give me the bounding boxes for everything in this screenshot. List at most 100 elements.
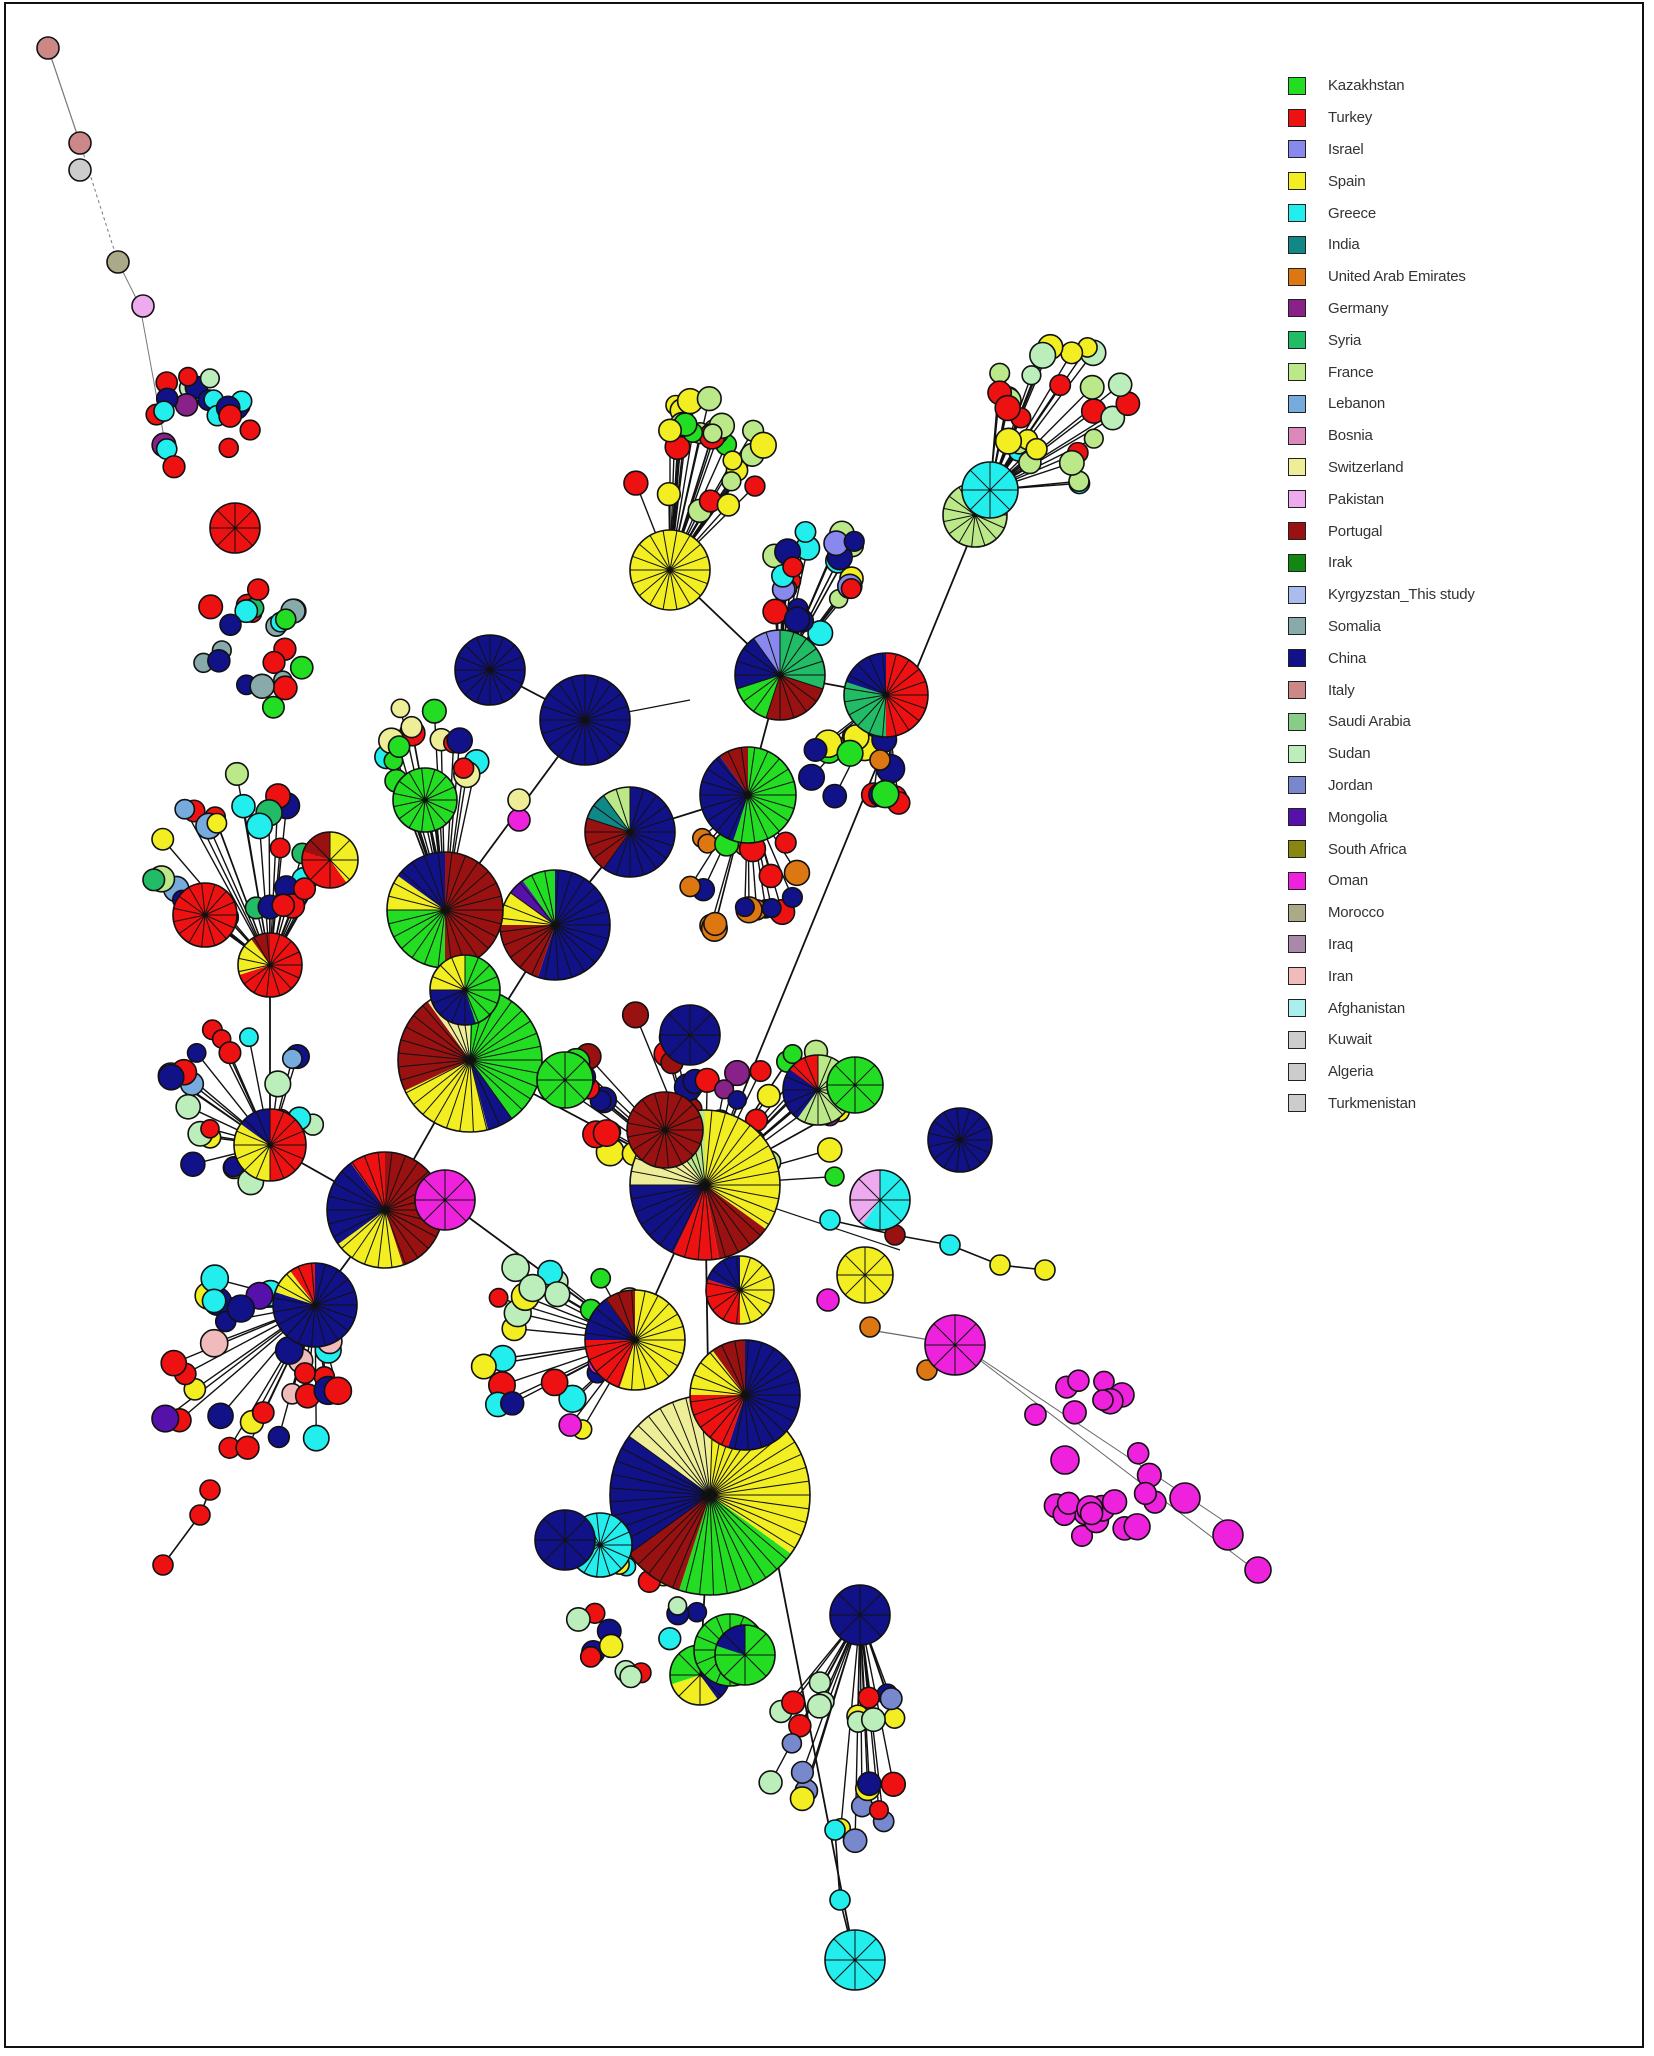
node-slice [705, 1110, 780, 1230]
haplotype-node [264, 1070, 292, 1098]
node-slice [809, 1672, 831, 1694]
legend-item: Spain [1288, 165, 1618, 197]
legend-swatch [1288, 649, 1306, 668]
node-slice [282, 1049, 302, 1069]
legend-swatch [1288, 776, 1306, 795]
node-slice [585, 818, 630, 869]
node-slice [1137, 1463, 1162, 1488]
node-slice [175, 393, 198, 416]
haplotype-node [598, 1633, 624, 1659]
haplotype-node [1169, 1482, 1201, 1514]
node-slice [680, 876, 701, 897]
legend-item: Pakistan [1288, 483, 1618, 515]
legend-item: China [1288, 642, 1618, 674]
haplotype-node [1212, 1519, 1244, 1551]
legend-item: Germany [1288, 293, 1618, 325]
node-slice [658, 1627, 681, 1650]
legend-label: Kazakhstan [1328, 77, 1405, 95]
haplotype-node [592, 1119, 621, 1148]
haplotype-node [808, 1671, 832, 1694]
node-slice [707, 1256, 740, 1290]
haplotype-node [246, 812, 273, 840]
haplotype-node [262, 650, 286, 675]
node-slice [870, 750, 890, 770]
haplotype-node [703, 911, 728, 937]
haplotype-node [584, 786, 676, 878]
haplotype-node [226, 1294, 256, 1323]
haplotype-node [281, 1048, 303, 1070]
legend-label: Portugal [1328, 522, 1383, 540]
legend-label: Iran [1328, 967, 1354, 985]
haplotype-node [540, 1368, 569, 1397]
haplotype-node [961, 461, 1019, 519]
haplotype-node [302, 1424, 330, 1452]
node-slice [190, 1505, 210, 1525]
legend-item: Kuwait [1288, 1024, 1618, 1056]
haplotype-node [251, 1401, 275, 1424]
haplotype-node [629, 529, 711, 611]
node-slice [508, 809, 530, 831]
haplotype-node [199, 368, 221, 389]
legend-item: South Africa [1288, 833, 1618, 865]
legend-label: Italy [1328, 681, 1355, 699]
legend-swatch [1288, 235, 1306, 254]
node-slice [1029, 342, 1056, 369]
node-slice [142, 869, 165, 891]
haplotype-node [272, 675, 298, 701]
haplotype-node [326, 1151, 444, 1269]
haplotype-node [507, 808, 531, 832]
node-slice [500, 892, 555, 925]
haplotype-node [705, 1255, 775, 1325]
node-slice [775, 832, 797, 853]
node-slice [798, 764, 825, 791]
legend-label: Somalia [1328, 617, 1381, 635]
haplotype-node [323, 1376, 353, 1406]
haplotype-node [783, 859, 811, 887]
node-slice [158, 1064, 184, 1090]
node-slice [995, 428, 1022, 454]
haplotype-node [869, 749, 891, 771]
node-slice [200, 369, 220, 388]
node-slice [175, 799, 195, 819]
haplotype-node [803, 737, 828, 762]
haplotype-node [249, 673, 275, 700]
haplotype-node [822, 783, 848, 809]
legend-swatch [1288, 681, 1306, 700]
node-slice [677, 388, 703, 414]
haplotype-node [151, 1404, 180, 1433]
node-slice [871, 780, 899, 808]
legend-label: Turkmenistan [1328, 1094, 1416, 1112]
network-edge [834, 1829, 841, 1901]
legend-swatch [1288, 522, 1306, 541]
haplotype-node [1092, 1389, 1114, 1411]
node-slice [1022, 365, 1041, 385]
haplotype-node [939, 1234, 961, 1256]
node-slice [759, 1770, 783, 1794]
legend-swatch [1288, 1094, 1306, 1113]
node-slice [500, 925, 555, 978]
haplotype-node [774, 831, 797, 854]
node-slice [670, 1645, 700, 1685]
haplotype-node [744, 475, 766, 497]
node-slice [231, 794, 255, 818]
haplotype-node [207, 1402, 234, 1430]
legend-label: Kyrgyzstan_This study [1328, 586, 1475, 604]
node-slice [270, 838, 290, 858]
haplotype-node [1024, 1403, 1047, 1427]
haplotype-node [927, 1107, 993, 1173]
haplotype-node [699, 746, 797, 844]
haplotype-node [536, 1051, 594, 1109]
node-slice [200, 1480, 220, 1500]
legend-label: Morocco [1328, 904, 1385, 922]
legend-label: Sudan [1328, 745, 1371, 763]
haplotype-node [499, 1391, 525, 1416]
legend-label: Spain [1328, 172, 1366, 190]
node-slice [156, 438, 177, 460]
node-slice [1051, 1446, 1079, 1474]
legend-swatch [1288, 1030, 1306, 1049]
node-slice [37, 37, 59, 59]
legend-item: Oman [1288, 865, 1618, 897]
legend-swatch [1288, 172, 1306, 191]
haplotype-node [446, 727, 474, 754]
